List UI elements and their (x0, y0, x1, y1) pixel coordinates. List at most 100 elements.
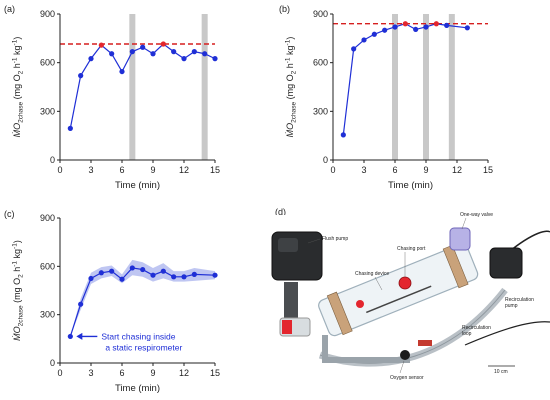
y-axis-label-part: (mg O (12, 74, 22, 102)
chasing-device-rod (366, 285, 432, 314)
data-point (382, 27, 388, 33)
y-axis-label-part: 2chase (18, 102, 25, 123)
leader-flush-pump (307, 238, 321, 244)
label-recirculation-loop-2: loop (462, 331, 472, 337)
label-recirculation-loop-1: Recirculation (462, 325, 491, 331)
x-tick-label: 3 (88, 165, 93, 175)
y-axis-label-part: ṀO (12, 123, 22, 138)
leader-one-way-valve (461, 217, 467, 230)
y-axis-label-part: ) (12, 37, 22, 40)
y-axis-label-part: ) (12, 240, 22, 243)
label-chasing-port: Chasing port (397, 246, 426, 252)
data-point (140, 266, 146, 273)
chamber-flange-right (442, 244, 469, 289)
one-way-valve (449, 227, 471, 251)
y-axis-label: ṀO2chase (mg O2 h-1 kg-1) (12, 37, 25, 138)
data-point (88, 56, 94, 62)
sensor-clip (418, 340, 432, 346)
data-point (98, 270, 104, 276)
y-axis-label-part: ṀO (285, 123, 295, 138)
chamber-tube (318, 243, 479, 337)
x-axis-label: Time (min) (115, 383, 160, 394)
y-axis-label-part: 2chase (291, 102, 298, 123)
data-point (212, 272, 218, 278)
data-point (351, 46, 357, 52)
cable-2 (464, 321, 550, 346)
label-recirculation-pump-1: Recirculation (505, 297, 534, 303)
x-tick-label: 15 (210, 165, 220, 175)
label-flush-pump: Flush pump (322, 236, 348, 242)
data-point (129, 49, 135, 55)
y-axis-label-part: 2chase (18, 305, 25, 326)
data-point (181, 274, 187, 280)
red-cap (356, 300, 364, 308)
data-point (109, 51, 115, 57)
y-axis-label-part: h (285, 63, 295, 71)
data-point (150, 272, 156, 278)
y-tick-label: 900 (313, 9, 328, 19)
y-axis-label-part: 2 (18, 274, 25, 278)
data-point (119, 276, 125, 282)
x-tick-label: 15 (483, 165, 493, 175)
x-tick-label: 0 (57, 165, 62, 175)
leader-oxygen-sensor (399, 360, 405, 374)
data-point (88, 275, 94, 282)
panel-label: (a) (4, 4, 15, 14)
data-point (140, 44, 146, 50)
data-point (78, 73, 84, 79)
y-axis-label-part: kg (12, 45, 22, 57)
x-tick-label: 3 (88, 368, 93, 378)
y-tick-label: 900 (40, 9, 55, 19)
annotation-text: a static respirometer (105, 342, 182, 352)
x-tick-label: 15 (210, 368, 220, 378)
data-point (67, 333, 73, 340)
y-axis-label-part: h (12, 63, 22, 71)
y-axis-label-part: (mg O (12, 278, 22, 306)
data-point (212, 56, 218, 62)
confidence-band (70, 259, 215, 337)
shaded-interval-1 (392, 14, 398, 160)
y-axis-label-part: -1 (285, 57, 292, 63)
y-tick-label: 300 (40, 310, 55, 320)
data-point (171, 49, 177, 55)
y-tick-label: 0 (50, 155, 55, 165)
label-oxygen-sensor: Oxygen sensor (390, 375, 424, 381)
data-point (340, 132, 346, 138)
x-tick-label: 0 (57, 368, 62, 378)
shaded-interval-2 (201, 14, 208, 160)
panel-label: (b) (279, 4, 290, 14)
x-tick-label: 12 (452, 165, 462, 175)
shaded-interval-1 (129, 14, 136, 160)
oxygen-sensor (400, 350, 410, 360)
data-point (371, 31, 377, 37)
y-tick-label: 600 (40, 58, 55, 68)
chamber-flange-left (326, 291, 353, 336)
chasing-port-knob (398, 276, 412, 290)
y-tick-label: 600 (313, 58, 328, 68)
annotation-arrowhead (76, 332, 83, 340)
panel-label-d: (d) (275, 207, 286, 217)
y-axis-label-part: (mg O (285, 74, 295, 102)
y-axis-label-part: ṀO (12, 326, 22, 341)
label-one-way-valve: One-way valve (460, 212, 493, 218)
x-tick-label: 12 (179, 368, 189, 378)
data-point (171, 274, 177, 280)
y-axis-label-part: h (12, 267, 22, 275)
data-point (160, 268, 166, 274)
y-axis-label-part: -1 (285, 39, 292, 45)
label-chasing-device: Chasing device (355, 271, 389, 277)
x-axis-label: Time (min) (115, 180, 160, 191)
peak-point (98, 42, 104, 48)
chamber (318, 243, 479, 337)
y-tick-label: 300 (313, 106, 328, 116)
x-tick-label: 6 (119, 165, 124, 175)
y-axis-label-part: 2 (291, 70, 298, 74)
y-axis-label: ṀO2chase (mg O2 h-1 kg-1) (12, 240, 25, 341)
x-tick-label: 0 (330, 165, 335, 175)
x-tick-label: 6 (392, 165, 397, 175)
data-point (67, 125, 73, 131)
panel-label: (c) (4, 209, 15, 219)
